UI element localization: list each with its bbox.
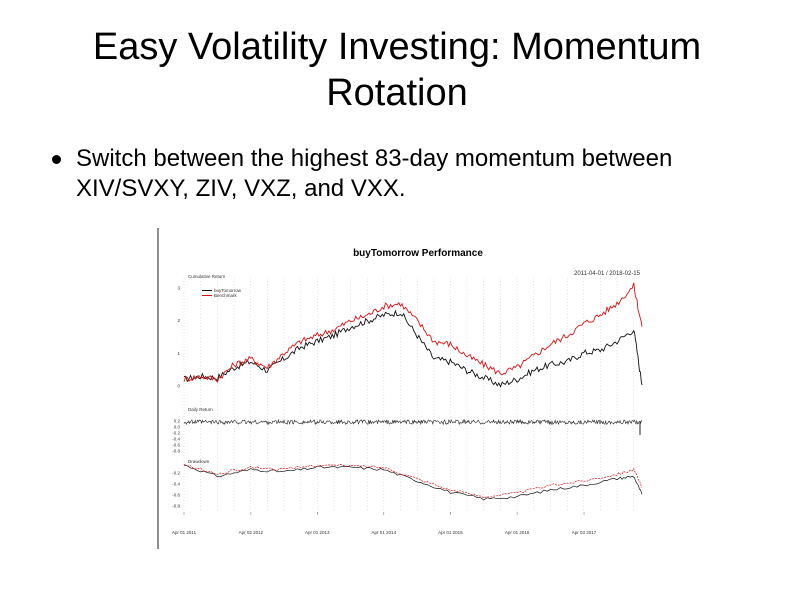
y-tick-label: 2	[177, 318, 180, 323]
x-tick-label: Apr 01 2015	[438, 530, 463, 535]
y-tick-label: 0.0	[174, 425, 181, 430]
panel-title: Daily Return	[188, 407, 213, 412]
x-tick-label: Apr 01 2013	[305, 530, 330, 535]
series-line-benchmark	[183, 282, 643, 383]
series-line-benchmark	[183, 464, 643, 499]
bullet-item: Switch between the highest 83-day moment…	[52, 144, 772, 204]
chart-panels: Cumulative Return 3 2 1 0 buyTomorrowBenchmar…	[172, 274, 643, 511]
series-line-buytomorrow	[183, 309, 643, 388]
bullet-text: Switch between the highest 83-day moment…	[76, 145, 673, 202]
bullet-dot-icon	[52, 155, 61, 164]
legend-label: Benchmark	[214, 293, 238, 298]
y-tick-label: -0.8	[172, 504, 180, 509]
x-tick-label: Apr 02 2012	[239, 530, 264, 535]
y-tick-label: 3	[177, 286, 180, 291]
chart-svg: buyTomorrow Performance 2011-04-01 / 201…	[157, 228, 643, 549]
y-tick-label: 0	[177, 384, 180, 389]
x-tick-label: Apr 03 2017	[572, 530, 597, 535]
y-tick-label: 1	[177, 351, 180, 356]
x-tick-label: Apr 01 2016	[505, 530, 530, 535]
y-tick-label: -0.6	[172, 493, 180, 498]
y-tick-label: -0.2	[172, 471, 180, 476]
y-tick-label: -0.4	[172, 482, 180, 487]
y-tick-label: -0.8	[172, 449, 180, 454]
y-tick-label: -0.4	[172, 437, 180, 442]
slide-title: Easy Volatility Investing: Momentum Rota…	[92, 26, 702, 114]
date-range-label: 2011-04-01 / 2018-02-15	[574, 271, 641, 277]
x-axis: Apr 01 2011 Apr 02 2012 Apr 01 2013 Apr 01 …	[172, 512, 597, 535]
legend-label: buyTomorrow	[214, 288, 242, 293]
panel-title: Cumulative Return	[188, 274, 226, 279]
series-line-daily-return	[183, 418, 642, 426]
x-tick-label: Apr 01 2014	[372, 530, 397, 535]
panel-title: Drawdown	[188, 459, 210, 464]
y-tick-label: 0.2	[174, 419, 181, 424]
y-tick-label: -0.2	[172, 431, 180, 436]
x-tick-label: Apr 01 2011	[172, 530, 197, 535]
chart-title: buyTomorrow Performance	[353, 248, 483, 259]
series-line-buytomorrow	[183, 464, 643, 501]
performance-chart: buyTomorrow Performance 2011-04-01 / 201…	[156, 228, 652, 549]
y-tick-label: -0.6	[172, 443, 180, 448]
